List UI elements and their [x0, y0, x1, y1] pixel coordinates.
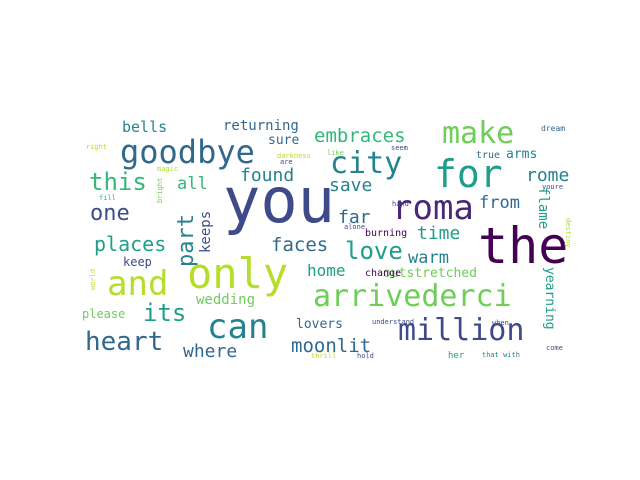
word-magic: magic: [157, 165, 179, 173]
word-time: time: [417, 223, 461, 244]
word-love: love: [345, 237, 403, 265]
word-warm: warm: [408, 248, 449, 268]
word-youre: youre: [542, 183, 564, 191]
word-come: come: [546, 344, 563, 352]
word-heart: heart: [85, 327, 164, 357]
word-bright: bright: [156, 177, 164, 203]
word-hold: hold: [357, 352, 374, 360]
word-embraces: embraces: [314, 125, 406, 147]
word-save: save: [329, 175, 373, 196]
word-returning: returning: [223, 118, 299, 134]
word-part: part: [174, 214, 199, 267]
word-seem: seem: [391, 144, 408, 152]
word-arrivederci: arrivederci: [313, 279, 512, 314]
word-this: this: [89, 168, 147, 196]
word-are: are: [280, 158, 293, 166]
word-keep: keep: [123, 255, 152, 269]
word-one: one: [90, 201, 130, 226]
word-from: from: [479, 193, 520, 213]
word-lovers: lovers: [296, 317, 343, 332]
word-rome: rome: [526, 165, 570, 186]
word-please: please: [82, 307, 126, 321]
word-make: make: [442, 116, 515, 151]
word-for: for: [434, 152, 503, 196]
word-like: like: [327, 149, 344, 157]
word-where: where: [183, 341, 238, 362]
word-found: found: [240, 165, 295, 186]
word-all: all: [177, 174, 208, 194]
word-and: and: [107, 264, 169, 304]
word-dream: dream: [541, 124, 566, 133]
word-alone: alone: [344, 223, 366, 231]
word-sure: sure: [268, 133, 300, 148]
word-her: her: [448, 351, 465, 361]
word-true: true: [476, 150, 501, 161]
word-keeps: keeps: [198, 210, 214, 253]
word-burning: burning: [365, 228, 408, 239]
word-when: when: [492, 319, 509, 327]
word-yearning: yearning: [542, 267, 557, 330]
word-understand: understand: [372, 318, 415, 326]
word-places: places: [94, 232, 167, 256]
word-faces: faces: [271, 234, 329, 256]
word-flame: flame: [535, 187, 551, 230]
word-destiny: destiny: [564, 218, 572, 248]
word-roma: roma: [392, 188, 474, 228]
word-right: right: [86, 143, 108, 151]
word-goodbye: goodbye: [120, 133, 255, 171]
word-fill: fill: [99, 194, 116, 202]
word-world: world: [89, 268, 97, 290]
word-you: you: [223, 164, 335, 237]
word-wedding: wedding: [196, 292, 256, 308]
word-that-with: that with: [482, 351, 520, 359]
word-city: city: [330, 146, 403, 181]
word-bells: bells: [122, 118, 168, 136]
word-change: change: [365, 268, 402, 279]
word-arms: arms: [506, 147, 538, 162]
word-the: the: [478, 217, 569, 275]
word-moonlit: moonlit: [291, 335, 372, 357]
word-million: million: [398, 313, 525, 348]
word-thrill: thrill: [311, 352, 337, 360]
word-far: far: [338, 207, 371, 228]
word-outstretched: outstretched: [383, 266, 477, 281]
word-home: home: [307, 261, 346, 280]
word-its: its: [143, 299, 187, 327]
word-cloud: you the only for roma arrivederci millio…: [80, 115, 580, 365]
word-only: only: [187, 249, 289, 298]
word-can: can: [207, 307, 269, 347]
word-darkness: darkness: [277, 152, 311, 160]
word-hand: hand: [392, 200, 409, 208]
